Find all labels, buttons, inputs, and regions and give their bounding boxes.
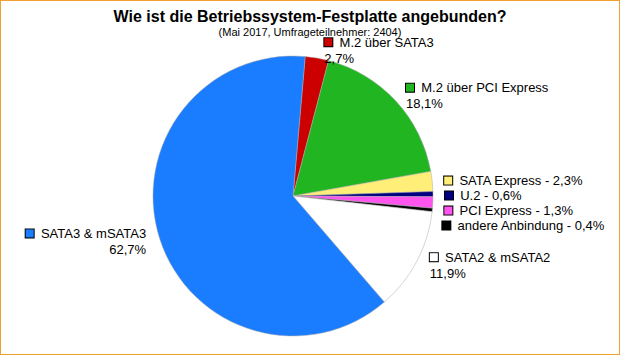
svg-text:2,7%: 2,7%	[324, 51, 354, 66]
svg-text:M.2 über SATA3: M.2 über SATA3	[339, 34, 434, 50]
svg-text:(Mai 2017, Umfrageteilnehmer:: (Mai 2017, Umfrageteilnehmer: 2404)	[219, 26, 402, 38]
svg-text:18,1%: 18,1%	[406, 96, 443, 111]
svg-text:U.2 - 0,6%: U.2 - 0,6%	[460, 188, 522, 203]
svg-text:11,9%: 11,9%	[430, 266, 466, 281]
svg-text:PCI Express - 1,3%: PCI Express - 1,3%	[460, 203, 574, 218]
svg-text:SATA3 & mSATA3: SATA3 & mSATA3	[41, 226, 146, 241]
svg-text:62,7%: 62,7%	[109, 242, 146, 257]
svg-text:andere Anbindung - 0,4%: andere Anbindung - 0,4%	[458, 218, 605, 233]
svg-text:SATA2 & mSATA2: SATA2 & mSATA2	[445, 250, 550, 265]
svg-text:M.2 über PCI Express: M.2 über PCI Express	[421, 80, 549, 95]
svg-text:Wie ist die Betriebssystem-Fes: Wie ist die Betriebssystem-Festplatte an…	[114, 8, 507, 25]
svg-text:SATA Express - 2,3%: SATA Express - 2,3%	[459, 173, 583, 188]
